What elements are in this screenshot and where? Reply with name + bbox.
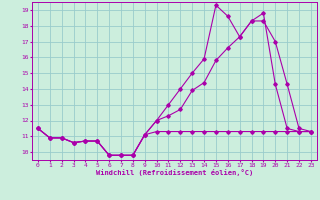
X-axis label: Windchill (Refroidissement éolien,°C): Windchill (Refroidissement éolien,°C) [96, 169, 253, 176]
